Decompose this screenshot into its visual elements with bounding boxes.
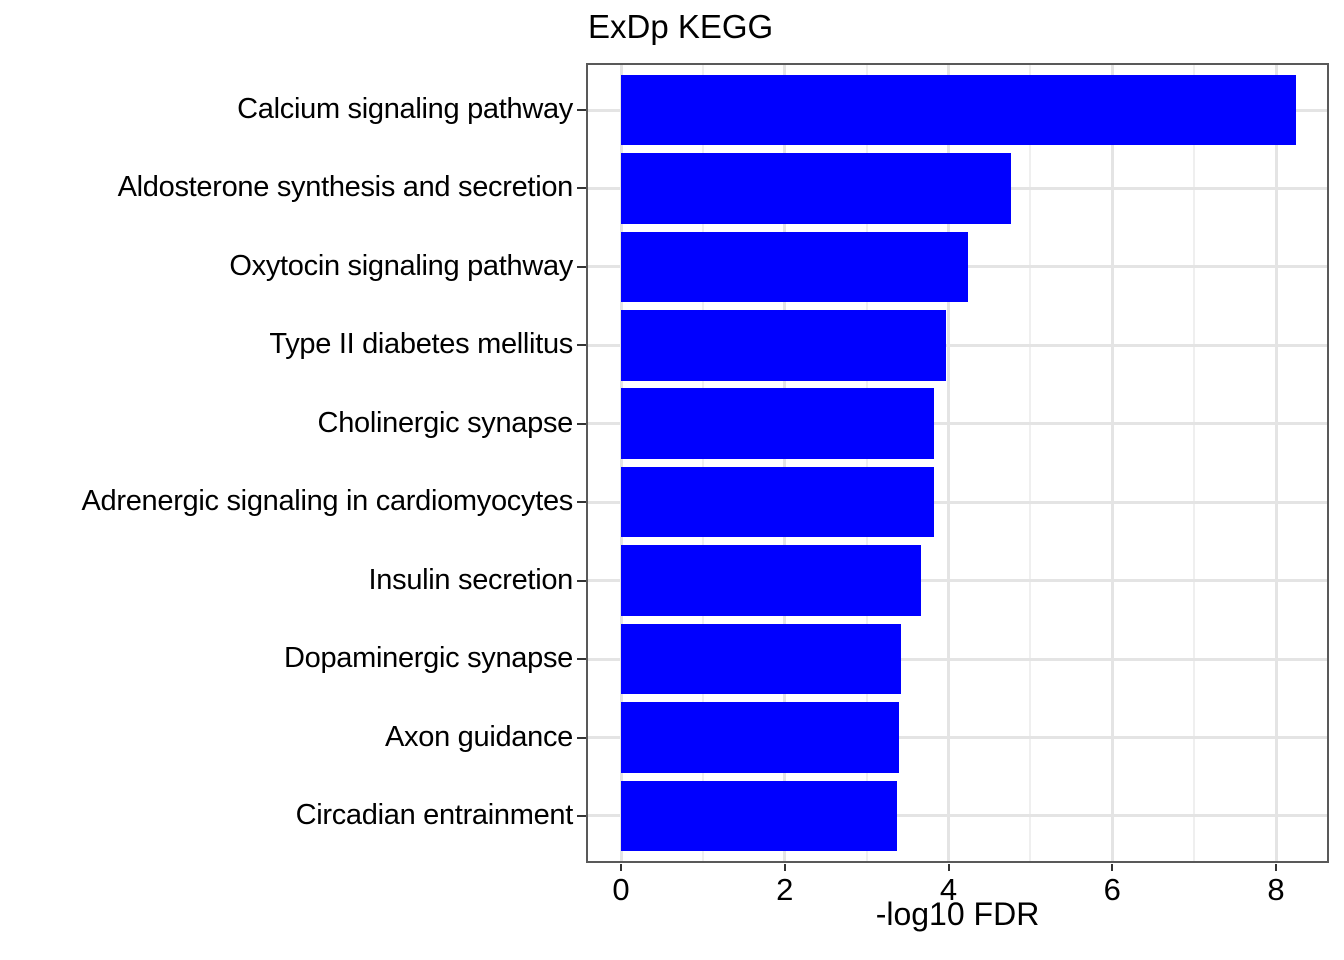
x-axis-tick-label: 4	[939, 872, 958, 907]
y-axis-label: Circadian entrainment	[295, 798, 574, 831]
y-axis-labels: Calcium signaling pathway Aldosterone syn…	[0, 0, 573, 960]
x-axis-tick	[947, 864, 950, 871]
bar-2	[621, 231, 969, 303]
x-axis-tick-label: 6	[1103, 872, 1121, 907]
grid-line-vertical-minor	[701, 65, 704, 861]
bar-9	[621, 780, 897, 852]
grid-line-vertical-major	[619, 65, 623, 861]
grid-line-horizontal-major	[588, 343, 1327, 347]
x-axis-tick	[783, 864, 786, 871]
x-axis-tick-label: 2	[776, 872, 794, 907]
bar-8	[621, 702, 899, 773]
bar-5	[621, 466, 934, 538]
grid-line-horizontal-major	[588, 657, 1327, 661]
grid-line-horizontal-major	[588, 736, 1327, 739]
x-axis-title: -log10 FDR	[875, 896, 1040, 932]
grid-line-horizontal-major	[588, 422, 1327, 426]
grid-line-vertical-minor	[865, 65, 868, 861]
plot-panel	[586, 63, 1329, 863]
y-axis-label: Adrenergic signaling in cardiomyocytes	[81, 485, 573, 518]
y-axis-tick	[577, 422, 586, 425]
grid-line-horizontal-major	[588, 579, 1327, 583]
bar-6	[621, 545, 921, 616]
y-axis-label: Aldosterone synthesis and secretion	[117, 171, 574, 204]
grid-line-vertical-minor	[1193, 65, 1196, 861]
y-axis-tick	[577, 109, 586, 112]
grid-line-vertical-major	[947, 65, 950, 861]
x-axis-tick-label: 0	[612, 872, 630, 907]
bar-0	[621, 74, 1296, 146]
bar-4	[621, 388, 934, 460]
y-axis-tick	[577, 344, 586, 347]
bar-7	[621, 623, 901, 695]
x-axis-tick	[1275, 864, 1277, 871]
bar-3	[621, 310, 947, 381]
y-axis-label: Oxytocin signaling pathway	[229, 249, 573, 282]
y-axis-label: Calcium signaling pathway	[237, 93, 573, 126]
y-axis-tick	[577, 658, 586, 661]
grid-line-horizontal-major	[588, 814, 1327, 818]
y-axis-tick	[577, 501, 586, 504]
y-axis-label: Type II diabetes mellitus	[269, 328, 573, 361]
x-axis-tick-label: 8	[1267, 872, 1285, 907]
chart-title: ExDp KEGG	[588, 8, 774, 45]
y-axis-label: Dopaminergic synapse	[284, 642, 573, 675]
grid-line-vertical-major	[783, 65, 787, 861]
bar-1	[621, 153, 1011, 224]
y-axis-tick	[577, 579, 586, 582]
grid-line-vertical-minor	[1029, 65, 1032, 861]
y-axis-tick	[577, 265, 586, 268]
y-axis-tick	[577, 187, 586, 190]
grid-line-horizontal-major	[588, 500, 1327, 504]
y-axis-tick	[577, 814, 586, 817]
y-axis-tick	[577, 736, 586, 739]
x-axis-tick	[1111, 864, 1114, 871]
y-axis-label: Cholinergic synapse	[317, 406, 574, 439]
grid-line-vertical-major	[1274, 65, 1278, 861]
x-axis-tick	[620, 864, 622, 871]
grid-line-vertical-major	[1110, 65, 1114, 861]
y-axis-label: Insulin secretion	[368, 563, 574, 596]
y-axis-label: Axon guidance	[385, 720, 573, 753]
